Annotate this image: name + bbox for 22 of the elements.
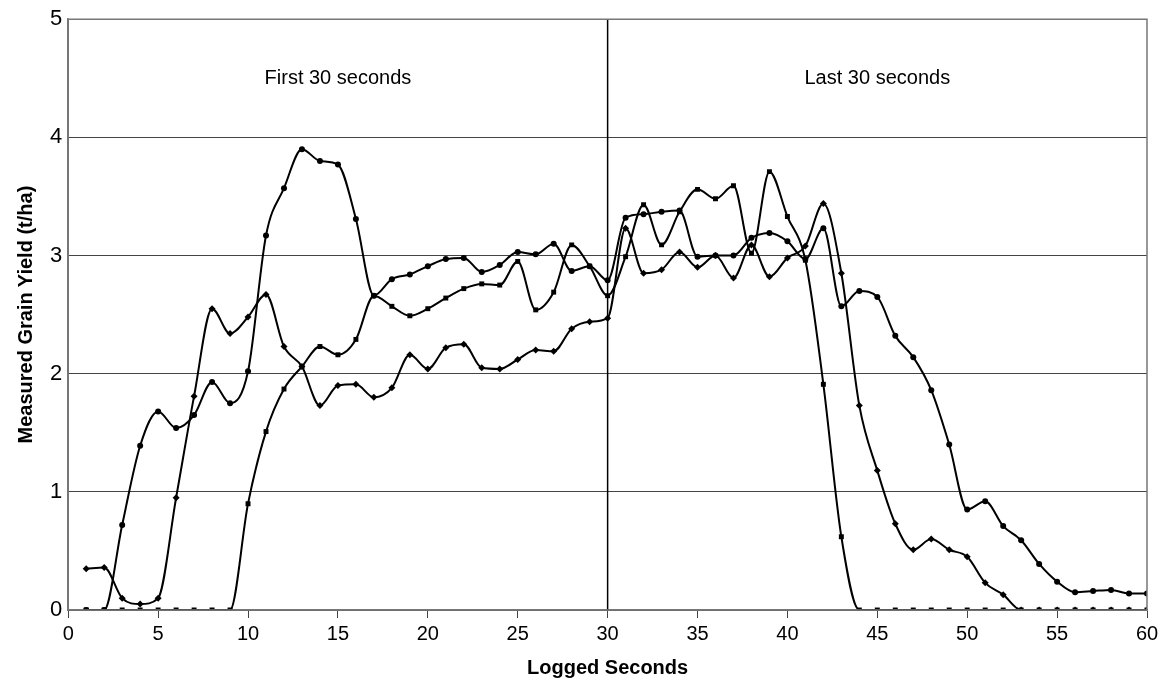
y-tick-label: 3 bbox=[49, 241, 63, 267]
x-tick-label: 60 bbox=[1135, 621, 1159, 644]
x-tick-label: 20 bbox=[416, 621, 439, 644]
y-tick-label: 0 bbox=[49, 596, 63, 622]
annotation: First 30 seconds bbox=[264, 65, 412, 88]
x-tick-label: 30 bbox=[596, 621, 619, 644]
y-tick-label: 1 bbox=[49, 477, 63, 503]
y-axis-title: Measured Grain Yield (t/ha) bbox=[13, 185, 36, 444]
x-tick-label: 10 bbox=[236, 621, 260, 644]
x-tick-label: 35 bbox=[686, 621, 709, 644]
x-tick-label: 25 bbox=[506, 621, 529, 644]
y-tick-label: 5 bbox=[49, 5, 63, 31]
x-tick-label: 40 bbox=[776, 621, 799, 644]
y-tick-label: 4 bbox=[49, 123, 63, 149]
x-axis-title: Logged Seconds bbox=[527, 655, 689, 678]
x-tick-label: 5 bbox=[152, 621, 164, 644]
x-tick-label: 55 bbox=[1045, 621, 1069, 644]
x-tick-label: 45 bbox=[866, 621, 889, 644]
x-tick-label: 50 bbox=[956, 621, 979, 644]
y-tick-label: 2 bbox=[49, 359, 63, 385]
x-tick-label: 15 bbox=[326, 621, 350, 644]
annotation: Last 30 seconds bbox=[804, 65, 951, 88]
